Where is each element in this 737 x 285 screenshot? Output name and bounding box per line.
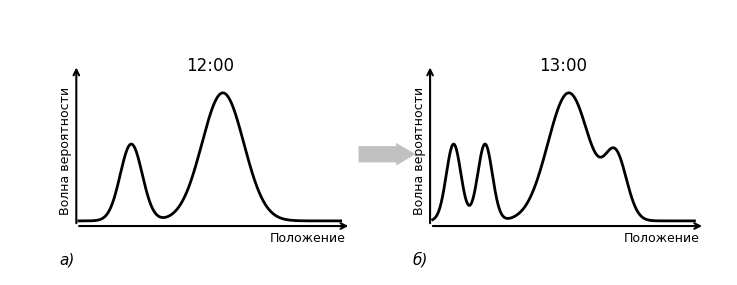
Text: Волна вероятности: Волна вероятности bbox=[413, 86, 426, 215]
Text: б): б) bbox=[413, 252, 428, 268]
Text: 12:00: 12:00 bbox=[186, 57, 234, 75]
Text: Положение: Положение bbox=[270, 233, 346, 245]
Text: а): а) bbox=[59, 253, 74, 268]
Text: Положение: Положение bbox=[624, 233, 699, 245]
Text: 13:00: 13:00 bbox=[539, 57, 587, 75]
Text: Волна вероятности: Волна вероятности bbox=[60, 86, 72, 215]
